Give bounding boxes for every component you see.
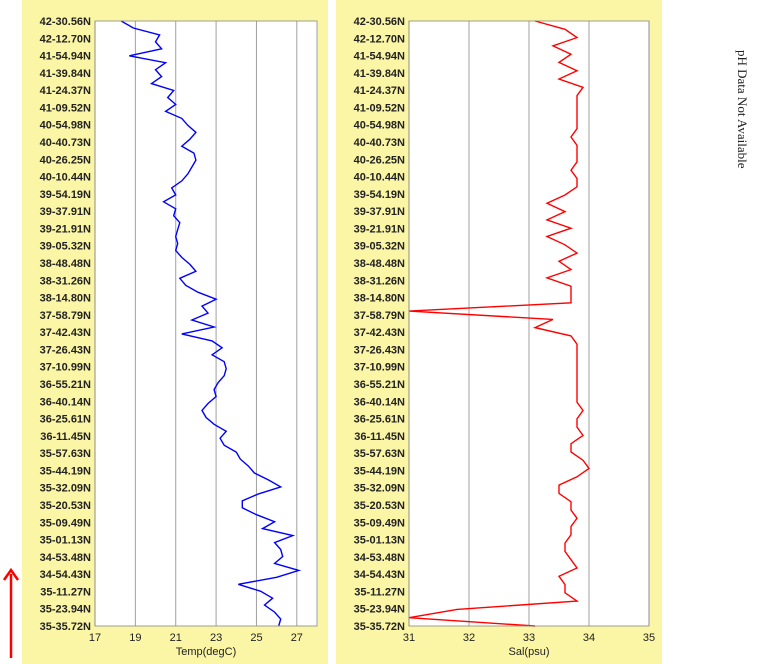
y-tick-label: 41-39.84N [40, 68, 91, 80]
y-tick-label: 38-31.26N [354, 275, 405, 287]
x-tick-label: 33 [523, 632, 535, 644]
y-tick-label: 38-31.26N [40, 275, 91, 287]
ph-unavailable-label: pH Data Not Available [735, 50, 750, 169]
y-tick-label: 34-54.43N [40, 569, 91, 581]
y-tick-label: 39-54.19N [354, 189, 405, 201]
y-tick-label: 35-11.27N [40, 586, 91, 598]
y-tick-label: 38-14.80N [354, 293, 405, 305]
x-tick-label: 27 [291, 632, 303, 644]
y-tick-label: 37-10.99N [40, 362, 91, 374]
y-tick-label: 36-55.21N [40, 379, 91, 391]
x-tick-label: 17 [89, 632, 101, 644]
x-axis-title: Sal(psu) [509, 646, 550, 658]
y-tick-label: 35-11.27N [354, 586, 405, 598]
y-tick-label: 41-39.84N [354, 68, 405, 80]
y-tick-label: 35-35.72N [40, 621, 91, 633]
y-tick-label: 35-57.63N [354, 448, 405, 460]
y-tick-label: 35-23.94N [40, 604, 91, 616]
temperature-chart: 17 19 21 23 25 27 Temp(degC) 42-30.56N 42-12.70N… [40, 16, 318, 658]
x-tick-label: 35 [643, 632, 655, 644]
y-tick-label: 37-26.43N [354, 344, 405, 356]
salinity-chart: 31 32 33 34 35 Sal(psu) 42-30.56N 42-12.70N 41-5… [354, 16, 656, 658]
y-tick-label: 39-21.91N [40, 223, 91, 235]
x-tick-label: 25 [250, 632, 262, 644]
y-tick-label: 39-37.91N [354, 206, 405, 218]
x-axis-title: Temp(degC) [176, 646, 237, 658]
y-tick-label: 40-10.44N [40, 172, 91, 184]
y-tick-label: 36-25.61N [354, 414, 405, 426]
y-tick-label: 40-40.73N [354, 137, 405, 149]
x-tick-label: 34 [583, 632, 595, 644]
y-tick-label: 41-54.94N [40, 51, 91, 63]
up-arrow-icon [2, 567, 20, 658]
plot-border [408, 20, 650, 627]
y-tick-label: 36-40.14N [40, 396, 91, 408]
y-tick-label: 35-35.72N [354, 621, 405, 633]
y-tick-label: 35-44.19N [354, 465, 405, 477]
y-tick-label: 34-53.48N [40, 552, 91, 564]
y-tick-label: 34-54.43N [354, 569, 405, 581]
y-tick-label: 35-20.53N [40, 500, 91, 512]
y-tick-label: 35-01.13N [354, 535, 405, 547]
y-tick-label: 42-30.56N [354, 16, 405, 28]
y-tick-label: 42-30.56N [40, 16, 91, 28]
y-tick-label: 36-11.45N [40, 431, 91, 443]
temperature-chart-panel: 17 19 21 23 25 27 Temp(degC) 42-30.56N 42-12.70N… [22, 0, 328, 664]
y-tick-label: 41-54.94N [354, 51, 405, 63]
y-tick-label: 37-58.79N [354, 310, 405, 322]
y-tick-label: 40-54.98N [354, 120, 405, 132]
y-tick-label: 40-26.25N [40, 154, 91, 166]
y-tick-label: 34-53.48N [354, 552, 405, 564]
y-tick-label: 35-44.19N [40, 465, 91, 477]
y-tick-label: 41-24.37N [354, 85, 405, 97]
y-tick-label: 35-09.49N [40, 517, 91, 529]
y-tick-label: 35-09.49N [354, 517, 405, 529]
y-tick-label: 38-48.48N [40, 258, 91, 270]
y-tick-label: 40-10.44N [354, 172, 405, 184]
y-tick-label: 41-09.52N [354, 102, 405, 114]
y-tick-label: 37-26.43N [40, 344, 91, 356]
y-tick-label: 36-55.21N [354, 379, 405, 391]
y-tick-label: 38-14.80N [40, 293, 91, 305]
y-tick-label: 41-24.37N [40, 85, 91, 97]
y-tick-label: 36-11.45N [354, 431, 405, 443]
y-tick-label: 36-25.61N [40, 414, 91, 426]
y-tick-label: 38-48.48N [354, 258, 405, 270]
y-tick-label: 40-54.98N [40, 120, 91, 132]
x-tick-label: 31 [403, 632, 415, 644]
y-tick-label: 39-05.32N [354, 241, 405, 253]
y-tick-label: 35-32.09N [40, 483, 91, 495]
plot-border [94, 20, 318, 627]
y-tick-label: 35-57.63N [40, 448, 91, 460]
salinity-chart-panel: 31 32 33 34 35 Sal(psu) 42-30.56N 42-12.70N 41-5… [336, 0, 662, 664]
x-tick-label: 19 [129, 632, 141, 644]
data-series-line [120, 20, 302, 627]
y-tick-label: 39-21.91N [354, 223, 405, 235]
ph-unavailable-note: pH Data Not Available [735, 50, 760, 330]
y-tick-label: 42-12.70N [354, 33, 405, 45]
y-tick-label: 37-42.43N [40, 327, 91, 339]
y-tick-label: 39-37.91N [40, 206, 91, 218]
y-tick-label: 35-20.53N [354, 500, 405, 512]
y-tick-label: 37-10.99N [354, 362, 405, 374]
y-tick-label: 37-42.43N [354, 327, 405, 339]
data-series-line [408, 20, 590, 627]
plot-area [95, 21, 317, 626]
y-tick-label: 37-58.79N [40, 310, 91, 322]
x-tick-label: 23 [210, 632, 222, 644]
y-tick-label: 35-32.09N [354, 483, 405, 495]
y-tick-label: 36-40.14N [354, 396, 405, 408]
y-tick-label: 35-23.94N [354, 604, 405, 616]
y-tick-label: 41-09.52N [40, 102, 91, 114]
y-tick-label: 42-12.70N [40, 33, 91, 45]
y-tick-label: 40-40.73N [40, 137, 91, 149]
x-tick-label: 21 [170, 632, 182, 644]
y-tick-label: 39-54.19N [40, 189, 91, 201]
y-tick-label: 35-01.13N [40, 535, 91, 547]
y-tick-label: 40-26.25N [354, 154, 405, 166]
y-tick-label: 39-05.32N [40, 241, 91, 253]
x-tick-label: 32 [463, 632, 475, 644]
